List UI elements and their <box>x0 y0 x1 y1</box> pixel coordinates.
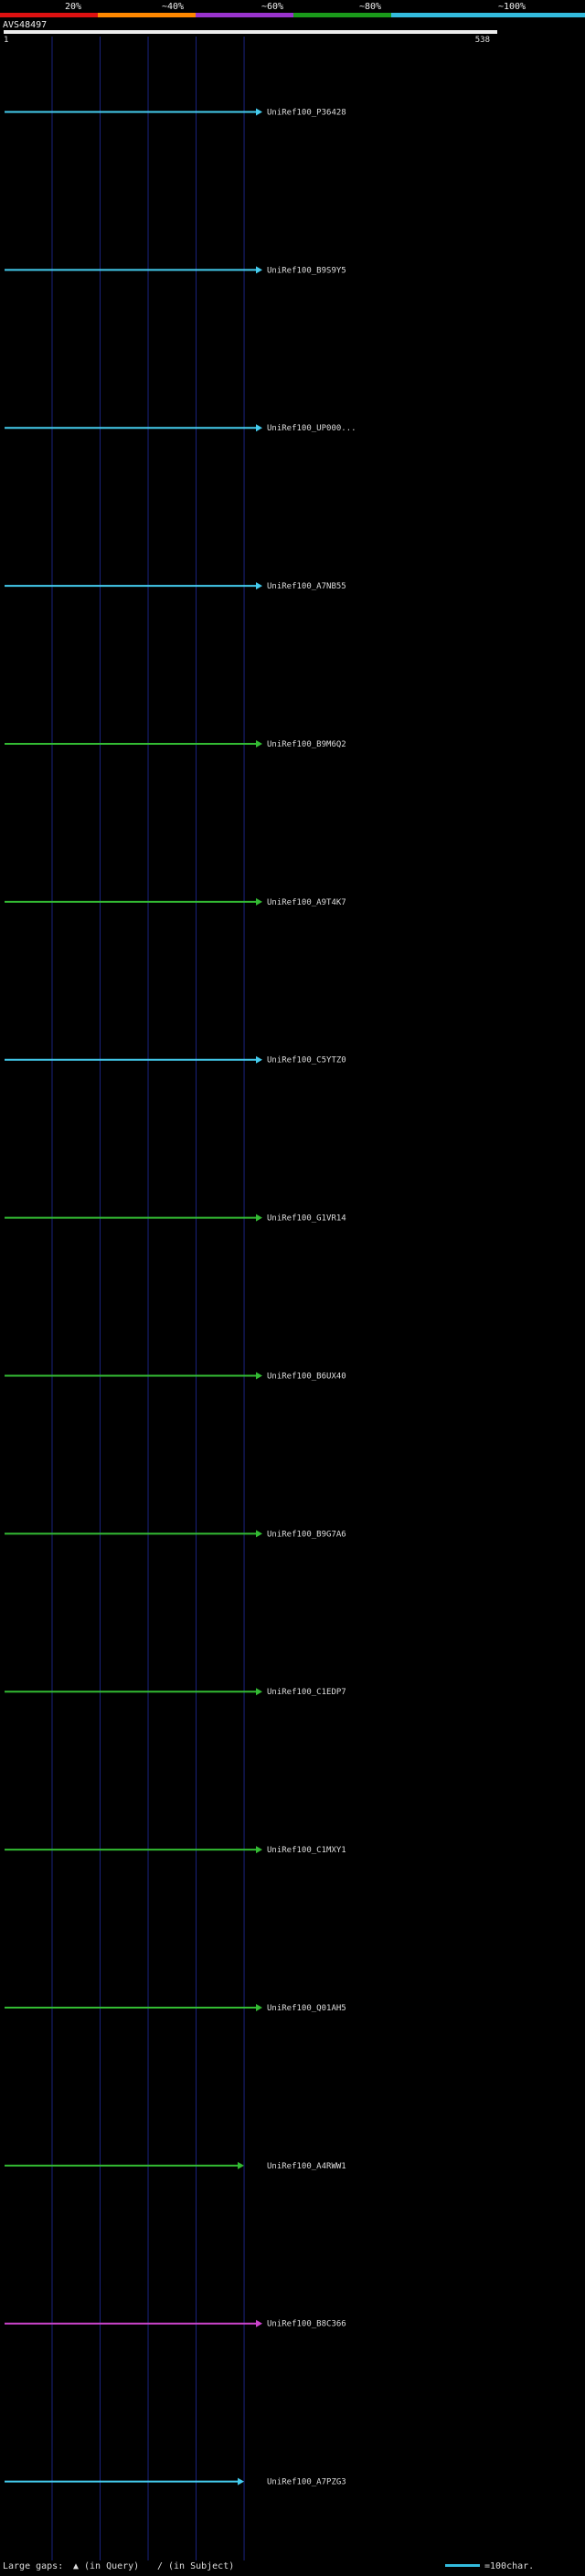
hit-arrow-icon <box>256 739 262 747</box>
identity-scale-green <box>293 13 391 17</box>
hit-rows: UniRef100_P36428 UniRef100_B9S9Y5 UniRef10… <box>5 108 356 2487</box>
hit-row[interactable]: UniRef100_B6UX40 <box>5 1372 346 1381</box>
hit-label[interactable]: UniRef100_B8C366 <box>267 2320 346 2329</box>
hit-row[interactable]: UniRef100_B9M6Q2 <box>5 739 346 749</box>
hit-arrow-icon <box>238 2477 245 2486</box>
hit-row[interactable]: UniRef100_B9S9Y5 <box>5 266 346 275</box>
hit-label[interactable]: UniRef100_B9S9Y5 <box>267 266 346 275</box>
hit-row[interactable]: UniRef100_UP000... <box>5 424 356 433</box>
identity-scale-purple <box>196 13 293 17</box>
hit-label[interactable]: UniRef100_C1EDP7 <box>267 1688 346 1697</box>
legend-query: (in Query) <box>84 2561 139 2571</box>
hit-row[interactable]: UniRef100_C1EDP7 <box>5 1688 346 1697</box>
grid-lines <box>51 37 245 2560</box>
hit-arrow-icon <box>238 2161 245 2169</box>
legend-query-marker-icon: ▲ <box>73 2561 79 2571</box>
hit-label[interactable]: UniRef100_A7NB55 <box>267 582 346 591</box>
hit-label[interactable]: UniRef100_B9M6Q2 <box>267 740 346 749</box>
hit-row[interactable]: UniRef100_Q01AH5 <box>5 2003 346 2013</box>
ruler-end: 538 <box>475 36 490 45</box>
hit-arrow-icon <box>256 2319 262 2327</box>
hit-label[interactable]: UniRef100_B6UX40 <box>267 1372 346 1381</box>
hit-label[interactable]: UniRef100_A4RWW1 <box>267 2162 346 2171</box>
hit-arrow-icon <box>256 108 262 116</box>
hit-row[interactable]: UniRef100_G1VR14 <box>5 1214 346 1224</box>
legend-subject-marker-icon: / <box>157 2561 163 2571</box>
query-id: AVS48497 <box>3 20 47 30</box>
hit-arrow-icon <box>256 2003 262 2011</box>
hit-arrow-icon <box>256 1846 262 1854</box>
legend-prefix: Large gaps: <box>3 2561 63 2571</box>
hit-row[interactable]: UniRef100_B8C366 <box>5 2319 346 2329</box>
hit-row[interactable]: UniRef100_A9T4K7 <box>5 897 346 907</box>
hit-row[interactable]: UniRef100_C1MXY1 <box>5 1846 346 1855</box>
identity-label-60: ~60% <box>261 2 283 12</box>
identity-label-80: ~80% <box>359 2 381 12</box>
identity-label-20: 20% <box>65 2 81 12</box>
legend-scale: =100char. <box>484 2561 534 2571</box>
hit-label[interactable]: UniRef100_A9T4K7 <box>267 898 346 907</box>
identity-label-40: ~40% <box>162 2 184 12</box>
hit-arrow-icon <box>256 424 262 432</box>
hit-label[interactable]: UniRef100_A7PZG3 <box>267 2478 346 2487</box>
hit-row[interactable]: UniRef100_A7PZG3 <box>5 2477 346 2487</box>
hit-row[interactable]: UniRef100_B9G7A6 <box>5 1530 346 1539</box>
hit-arrow-icon <box>256 1688 262 1696</box>
hit-row[interactable]: UniRef100_C5YTZ0 <box>5 1055 346 1065</box>
hit-label[interactable]: UniRef100_Q01AH5 <box>267 2004 346 2013</box>
hit-label[interactable]: UniRef100_B9G7A6 <box>267 1530 346 1539</box>
footer-legend: Large gaps: ▲ (in Query) / (in Subject) … <box>3 2561 534 2571</box>
ruler-start: 1 <box>4 36 8 45</box>
legend-scale-bar <box>445 2564 480 2567</box>
query-bar <box>4 30 497 34</box>
hit-label[interactable]: UniRef100_G1VR14 <box>267 1214 346 1224</box>
hit-label[interactable]: UniRef100_C5YTZ0 <box>267 1056 346 1065</box>
hit-arrow-icon <box>256 1055 262 1064</box>
hit-arrow-icon <box>256 1372 262 1380</box>
hit-arrow-icon <box>256 897 262 906</box>
identity-scale-red <box>0 13 98 17</box>
hit-row[interactable]: UniRef100_A4RWW1 <box>5 2161 346 2171</box>
hit-arrow-icon <box>256 1214 262 1222</box>
identity-label-100: ~100% <box>498 2 526 12</box>
identity-scale-cyan <box>391 13 585 17</box>
legend-subject: (in Subject) <box>168 2561 234 2571</box>
hit-label[interactable]: UniRef100_P36428 <box>267 108 346 117</box>
hit-arrow-icon <box>256 582 262 590</box>
identity-scale-orange <box>98 13 196 17</box>
hit-label[interactable]: UniRef100_UP000... <box>267 424 356 433</box>
identity-color-scale: 20% ~40% ~60% ~80% ~100% <box>0 2 585 17</box>
hit-label[interactable]: UniRef100_C1MXY1 <box>267 1846 346 1855</box>
hit-row[interactable]: UniRef100_P36428 <box>5 108 346 117</box>
hit-arrow-icon <box>256 266 262 274</box>
hit-arrow-icon <box>256 1530 262 1538</box>
hit-row[interactable]: UniRef100_A7NB55 <box>5 582 346 591</box>
